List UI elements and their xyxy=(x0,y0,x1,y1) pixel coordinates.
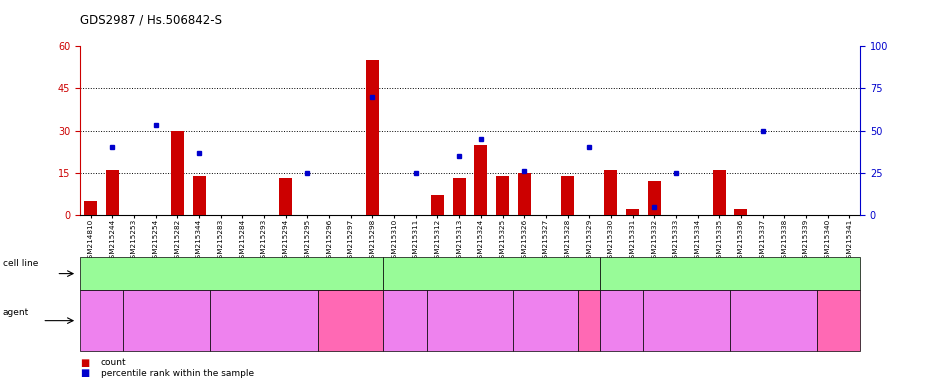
Text: cell line: cell line xyxy=(3,259,39,268)
Bar xyxy=(475,145,487,215)
Text: ■: ■ xyxy=(80,358,89,368)
Bar xyxy=(648,181,661,215)
Bar xyxy=(604,170,618,215)
Text: atorvastatin: atorvastatin xyxy=(143,316,190,325)
Text: count: count xyxy=(101,358,126,367)
Text: SLx-2119: SLx-2119 xyxy=(333,316,368,325)
Bar xyxy=(366,60,379,215)
Text: percentile rank within the sample: percentile rank within the sample xyxy=(101,369,254,378)
Bar xyxy=(279,179,292,215)
Bar xyxy=(518,173,531,215)
Text: atorvastatin and
mevalonate: atorvastatin and mevalonate xyxy=(232,311,296,330)
Text: SLx-2119: SLx-2119 xyxy=(821,316,856,325)
Bar xyxy=(561,175,574,215)
Bar xyxy=(106,170,118,215)
Text: pulmonary artery smooth muscle cells: pulmonary artery smooth muscle cells xyxy=(404,269,579,278)
Bar xyxy=(193,175,206,215)
Text: atorvastatin and
mevalonate: atorvastatin and mevalonate xyxy=(742,311,806,330)
Text: dermal fibroblasts: dermal fibroblasts xyxy=(689,269,771,278)
Text: ■: ■ xyxy=(80,368,89,378)
Text: atorvastatin: atorvastatin xyxy=(663,316,711,325)
Bar xyxy=(713,170,726,215)
Text: atorvastatin: atorvastatin xyxy=(446,316,494,325)
Text: GDS2987 / Hs.506842-S: GDS2987 / Hs.506842-S xyxy=(80,14,222,27)
Bar xyxy=(626,209,639,215)
Text: vehicle: vehicle xyxy=(608,316,635,325)
Bar xyxy=(453,179,465,215)
Bar xyxy=(734,209,747,215)
Text: atorvastatin and
mevalonate: atorvastatin and mevalonate xyxy=(514,311,578,330)
Bar xyxy=(171,131,184,215)
Text: vehicle: vehicle xyxy=(391,316,418,325)
Text: microvascular endothelial cells: microvascular endothelial cells xyxy=(162,269,302,278)
Bar xyxy=(431,195,444,215)
Bar xyxy=(496,175,509,215)
Bar xyxy=(85,201,97,215)
Text: agent: agent xyxy=(3,308,29,317)
Text: vehicle: vehicle xyxy=(88,316,116,325)
Text: SLx-2119: SLx-2119 xyxy=(572,316,607,325)
